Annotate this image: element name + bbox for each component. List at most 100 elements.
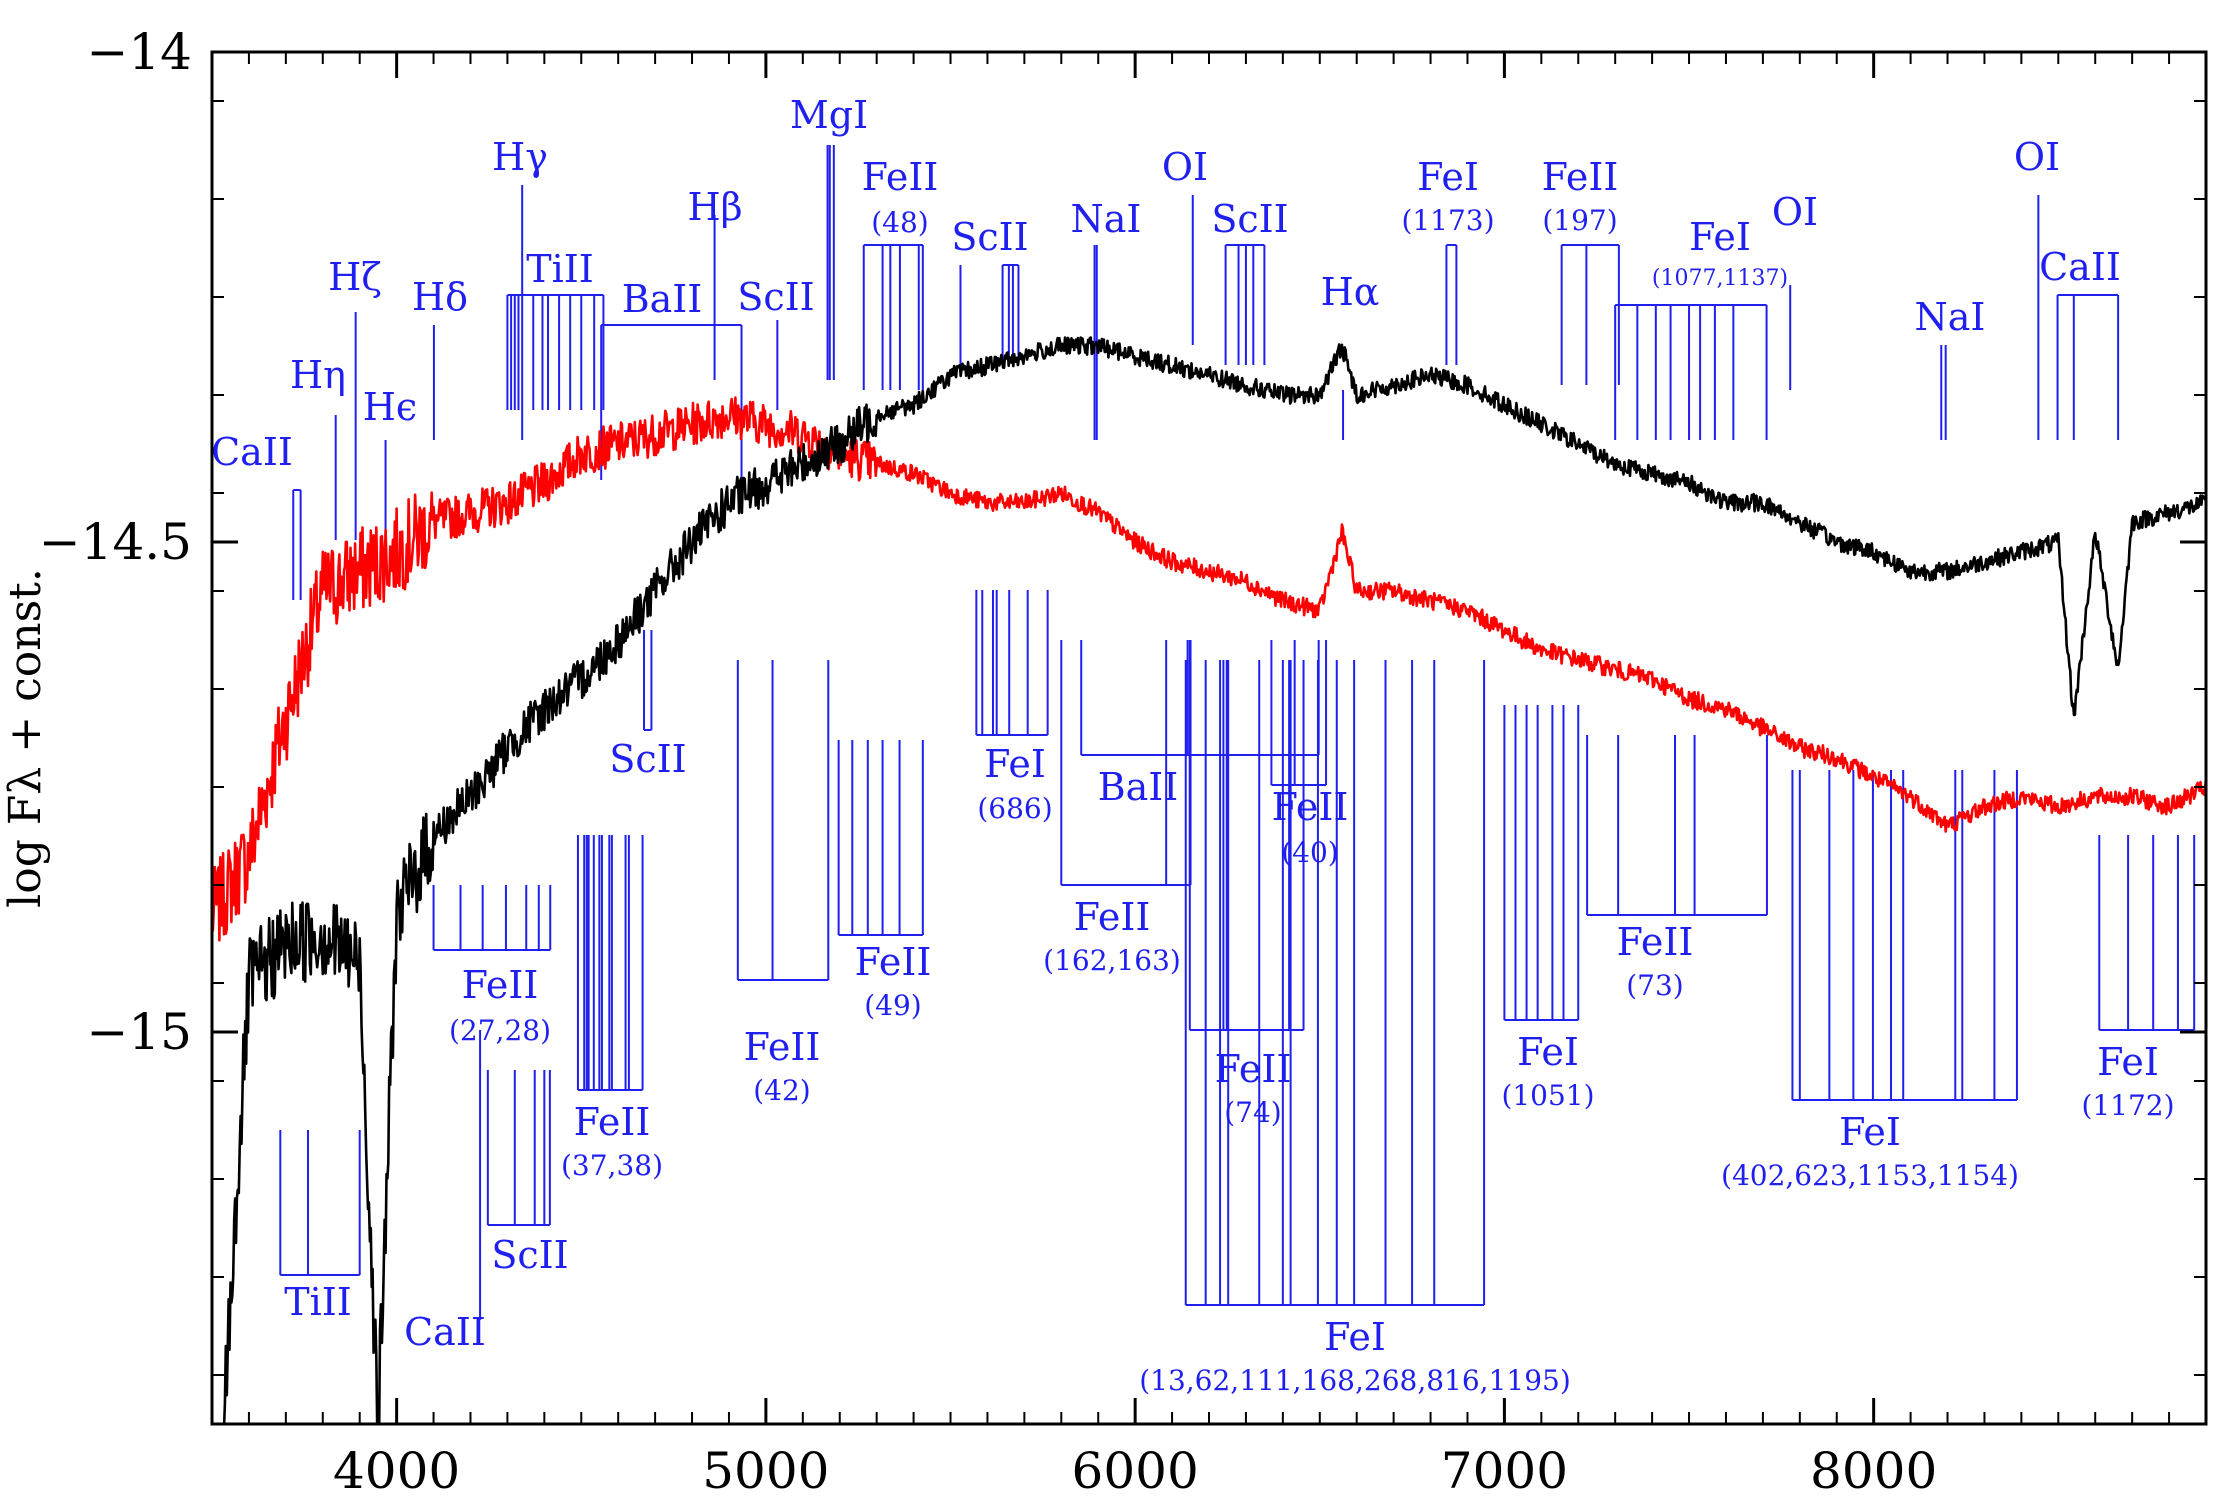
line-id-multiplet: (74) bbox=[1224, 1096, 1281, 1129]
series-line-1 bbox=[212, 396, 2206, 942]
line-id-label: FeII bbox=[855, 940, 932, 984]
line-id-group: FeI (1077,1137) bbox=[1614, 215, 1788, 440]
line-id-label: FeI bbox=[1324, 1315, 1386, 1359]
line-id-label: FeII bbox=[744, 1025, 821, 1069]
y-axis-label: log Fλ + const. bbox=[0, 568, 51, 908]
line-id-label: CaII bbox=[404, 1310, 486, 1354]
line-id-label: FeI bbox=[1689, 215, 1751, 259]
line-id-label: FeII bbox=[462, 963, 539, 1007]
line-id-label: CaII bbox=[2039, 245, 2121, 289]
line-id-label: FeII bbox=[574, 1100, 651, 1144]
line-id-label: FeI bbox=[1517, 1030, 1579, 1074]
line-id-group: NaI bbox=[1915, 295, 1986, 440]
line-id-label: FeII bbox=[1074, 895, 1151, 939]
line-id-label: Hα bbox=[1321, 270, 1380, 314]
x-tick-label: 4000 bbox=[333, 1442, 460, 1500]
line-id-multiplet: (162,163) bbox=[1043, 944, 1181, 977]
line-id-group: BaII bbox=[600, 277, 743, 480]
line-id-group: FeII (73) bbox=[1586, 735, 1768, 1002]
line-id-group: FeII (27,28) bbox=[432, 885, 552, 1047]
line-id-multiplet: (197) bbox=[1542, 204, 1617, 237]
y-tick-label: −15 bbox=[86, 1003, 192, 1061]
line-id-group: ScII bbox=[1211, 197, 1289, 365]
line-id-group: Hζ bbox=[328, 255, 382, 540]
line-id-multiplet: (686) bbox=[977, 792, 1052, 825]
line-id-label: ScII bbox=[737, 275, 814, 319]
y-tick-label: −14.5 bbox=[39, 513, 192, 571]
spectra bbox=[212, 336, 2206, 1424]
line-id-group: FeII (42) bbox=[736, 660, 830, 1107]
line-id-group: Hη bbox=[290, 353, 346, 540]
line-id-label: MgI bbox=[790, 93, 868, 137]
line-id-label: Hη bbox=[290, 353, 346, 397]
line-id-multiplet: (48) bbox=[871, 206, 928, 239]
line-id-label: FeII bbox=[1617, 920, 1694, 964]
axes-ticks: 4000 5000 6000 7000 8000 −14 −14.5 −15 bbox=[39, 23, 2206, 1500]
line-identifications: CaII Hη Hζ Hϵ Hδ Hγ TiII BaII Hβ ScII MgI FeII (48) S… bbox=[211, 93, 2196, 1397]
line-id-group: FeI (1051) bbox=[1501, 705, 1595, 1112]
line-id-label: FeII bbox=[1215, 1047, 1292, 1091]
line-id-group: ScII bbox=[951, 215, 1029, 365]
line-id-label: BaII bbox=[622, 277, 703, 321]
line-id-label: FeII bbox=[1272, 785, 1349, 829]
series-line-2 bbox=[222, 336, 2206, 1424]
line-id-multiplet: (1172) bbox=[2081, 1089, 2174, 1122]
line-id-label: ScII bbox=[951, 215, 1028, 259]
line-id-group: Hβ bbox=[687, 185, 743, 380]
line-id-group: FeI (1172) bbox=[2081, 835, 2196, 1122]
line-id-label: TiII bbox=[526, 247, 594, 291]
line-id-label: ScII bbox=[1211, 197, 1288, 241]
line-id-multiplet: (27,28) bbox=[449, 1014, 551, 1047]
line-id-group: ScII bbox=[609, 630, 687, 781]
line-id-group: FeI (1173) bbox=[1401, 155, 1495, 365]
line-id-group: Hγ bbox=[492, 135, 548, 440]
line-id-group: CaII bbox=[404, 1030, 486, 1354]
line-id-group: Hϵ bbox=[363, 385, 417, 540]
line-id-group: OI bbox=[2014, 135, 2060, 440]
line-id-group: Hα bbox=[1321, 270, 1380, 440]
line-id-label: OI bbox=[1772, 190, 1818, 234]
line-id-label: FeII bbox=[862, 155, 939, 199]
x-tick-label: 6000 bbox=[1072, 1442, 1199, 1500]
line-id-group: FeI (402,623,1153,1154) bbox=[1721, 770, 2019, 1192]
line-id-group: Hδ bbox=[412, 275, 468, 440]
line-id-group: TiII bbox=[506, 247, 605, 410]
line-id-multiplet: (1173) bbox=[1401, 204, 1494, 237]
line-id-group bbox=[1001, 264, 1020, 365]
line-id-label: Hζ bbox=[328, 255, 382, 299]
line-id-label: Hϵ bbox=[363, 385, 417, 429]
line-id-group: FeII (197) bbox=[1542, 155, 1620, 385]
line-id-label: NaI bbox=[1915, 295, 1986, 339]
line-id-label: Hγ bbox=[492, 135, 548, 179]
line-id-label: OI bbox=[1162, 145, 1208, 189]
line-id-label: OI bbox=[2014, 135, 2060, 179]
line-id-label: Hβ bbox=[687, 185, 742, 229]
line-id-group: FeII (74) bbox=[1188, 660, 1305, 1129]
line-id-label: Hδ bbox=[412, 275, 468, 319]
line-id-group: TiII bbox=[279, 1130, 361, 1324]
line-id-label: FeI bbox=[1417, 155, 1479, 199]
y-tick-label: −14 bbox=[86, 23, 192, 81]
line-id-label: CaII bbox=[211, 430, 293, 474]
line-id-group: MgI bbox=[790, 93, 868, 380]
line-id-label: FeI bbox=[1839, 1110, 1901, 1154]
line-id-label: BaII bbox=[1098, 765, 1179, 809]
line-id-group: NaI bbox=[1071, 197, 1142, 440]
line-id-multiplet: (73) bbox=[1626, 969, 1683, 1002]
line-id-group: OI bbox=[1772, 190, 1818, 390]
line-id-label: TiII bbox=[284, 1280, 352, 1324]
line-id-group: FeI (13,62,111,168,268,816,1195) bbox=[1139, 660, 1571, 1397]
line-id-label: FeI bbox=[984, 742, 1046, 786]
line-id-group: FeII (49) bbox=[837, 740, 932, 1022]
line-id-multiplet: (49) bbox=[864, 989, 921, 1022]
line-id-label: ScII bbox=[491, 1233, 568, 1277]
line-id-group: ScII bbox=[486, 1070, 569, 1277]
x-tick-label: 8000 bbox=[1810, 1442, 1937, 1500]
line-id-label: FeII bbox=[1542, 155, 1619, 199]
line-id-multiplet: (37,38) bbox=[561, 1149, 663, 1182]
line-id-label: NaI bbox=[1071, 197, 1142, 241]
line-id-multiplet: (402,623,1153,1154) bbox=[1721, 1159, 2019, 1192]
x-tick-label: 5000 bbox=[702, 1442, 829, 1500]
line-id-multiplet: (13,62,111,168,268,816,1195) bbox=[1139, 1364, 1571, 1397]
